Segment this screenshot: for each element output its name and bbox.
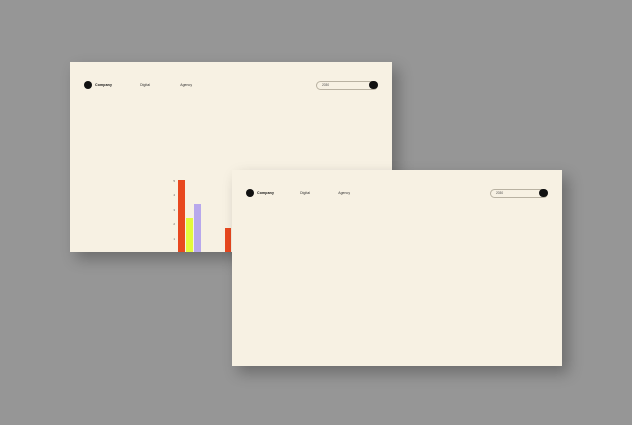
- brand-name: Company: [257, 191, 275, 195]
- year-pill-value: 2030: [322, 83, 330, 87]
- y-tick-label: 5: [173, 179, 175, 183]
- y-axis: 543210: [166, 179, 175, 253]
- bar-series-2: [186, 217, 193, 252]
- bar-series-1: [224, 228, 232, 252]
- slide-comparison-chart[interactable]: Company Digital Agency 2030 Comparison C…: [232, 170, 562, 366]
- y-tick-label: 2: [173, 222, 175, 227]
- nav-link-digital[interactable]: Digital: [300, 191, 311, 195]
- year-pill-value: 2030: [496, 191, 504, 195]
- slide-growth-navbar: Company Digital Agency 2030: [70, 70, 392, 100]
- year-pill[interactable]: 2030: [316, 80, 378, 90]
- nav-link-agency[interactable]: Agency: [180, 83, 193, 87]
- y-tick-label: 3: [173, 207, 175, 212]
- brand[interactable]: Company: [84, 81, 112, 89]
- nav-links: Digital Agency: [300, 191, 350, 195]
- logo-dot-icon: [246, 189, 254, 197]
- brand-name: Company: [95, 83, 113, 87]
- nav-links: Digital Agency: [140, 83, 192, 87]
- pill-dot-icon[interactable]: [539, 188, 548, 198]
- bar-series-1: [178, 180, 185, 252]
- pill-dot-icon[interactable]: [369, 80, 378, 90]
- brand[interactable]: Company: [246, 189, 274, 197]
- nav-link-digital[interactable]: Digital: [140, 83, 151, 87]
- slide-comparison-navbar: Company Digital Agency 2030: [232, 178, 562, 208]
- y-tick-label: 4: [173, 193, 175, 198]
- bar-series-3: [194, 204, 201, 252]
- year-pill[interactable]: 2030: [490, 188, 548, 198]
- logo-dot-icon: [84, 81, 92, 89]
- y-tick-label: 1: [173, 236, 175, 241]
- nav-link-agency[interactable]: Agency: [338, 191, 351, 195]
- bar-group: [178, 180, 201, 252]
